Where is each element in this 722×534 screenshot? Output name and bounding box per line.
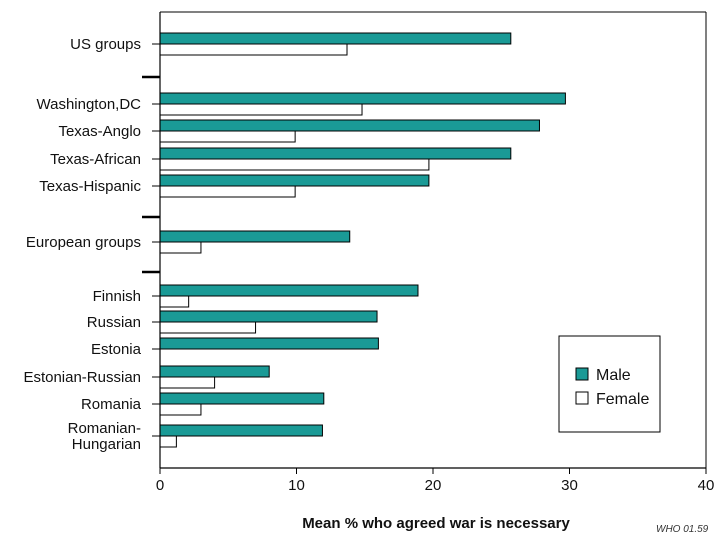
category-label-8: Estonia (91, 341, 142, 358)
category-label-9: Estonian-Russian (23, 369, 141, 386)
bars-layer (159, 32, 566, 448)
category-labels: US groups Washington,DC Texas-Anglo Texas-A… (23, 36, 160, 453)
bar-male-2 (159, 119, 540, 132)
category-label-1: Washington,DC (37, 96, 142, 113)
bar-male-11 (159, 424, 323, 437)
bar-male-10 (159, 392, 325, 405)
x-axis-title: Mean % who agreed war is necessary (302, 515, 570, 532)
bar-male-3 (159, 147, 512, 160)
category-label-5: European groups (26, 234, 141, 251)
category-label-7: Russian (87, 314, 141, 331)
figure-credit: WHO 01.59 (656, 524, 709, 534)
bar-female-9 (159, 376, 216, 389)
x-ticks: 0 10 20 30 40 (156, 468, 715, 494)
x-tick-label-0: 0 (156, 477, 164, 494)
bar-female-1 (159, 103, 363, 116)
legend-box (558, 335, 661, 433)
legend-swatch-male (575, 367, 589, 381)
bar-male-0 (159, 32, 512, 45)
category-label-3: Texas-African (50, 151, 141, 168)
bar-male-8 (159, 337, 379, 350)
bar-male-1 (159, 92, 566, 105)
x-tick-label-20: 20 (425, 477, 442, 494)
bar-female-6 (159, 295, 190, 308)
category-label-11-line-0: Romanian- (68, 420, 141, 437)
legend-label-male: Male (596, 367, 631, 384)
category-label-11-line-1: Hungarian (72, 436, 141, 453)
bar-female-10 (159, 403, 202, 416)
x-tick-label-10: 10 (288, 477, 305, 494)
category-label-6: Finnish (93, 288, 141, 305)
legend-label-female: Female (596, 391, 649, 408)
bar-male-5 (159, 230, 351, 243)
bar-male-7 (159, 310, 378, 323)
category-label-2: Texas-Anglo (58, 123, 141, 140)
bar-female-7 (159, 321, 257, 334)
bar-female-3 (159, 158, 430, 171)
bar-female-2 (159, 130, 296, 143)
legend-swatch-female (575, 391, 589, 405)
bar-female-0 (159, 43, 348, 56)
bar-male-6 (159, 284, 419, 297)
bar-male-4 (159, 174, 430, 187)
x-tick-label-30: 30 (561, 477, 578, 494)
bar-male-9 (159, 365, 270, 378)
category-label-0: US groups (70, 36, 141, 53)
category-label-10: Romania (81, 396, 142, 413)
category-label-4: Texas-Hispanic (39, 178, 141, 195)
bar-female-4 (159, 185, 296, 198)
legend: Male Female (558, 335, 661, 433)
x-tick-label-40: 40 (698, 477, 715, 494)
bar-female-5 (159, 241, 202, 254)
bar-female-11 (159, 435, 177, 448)
